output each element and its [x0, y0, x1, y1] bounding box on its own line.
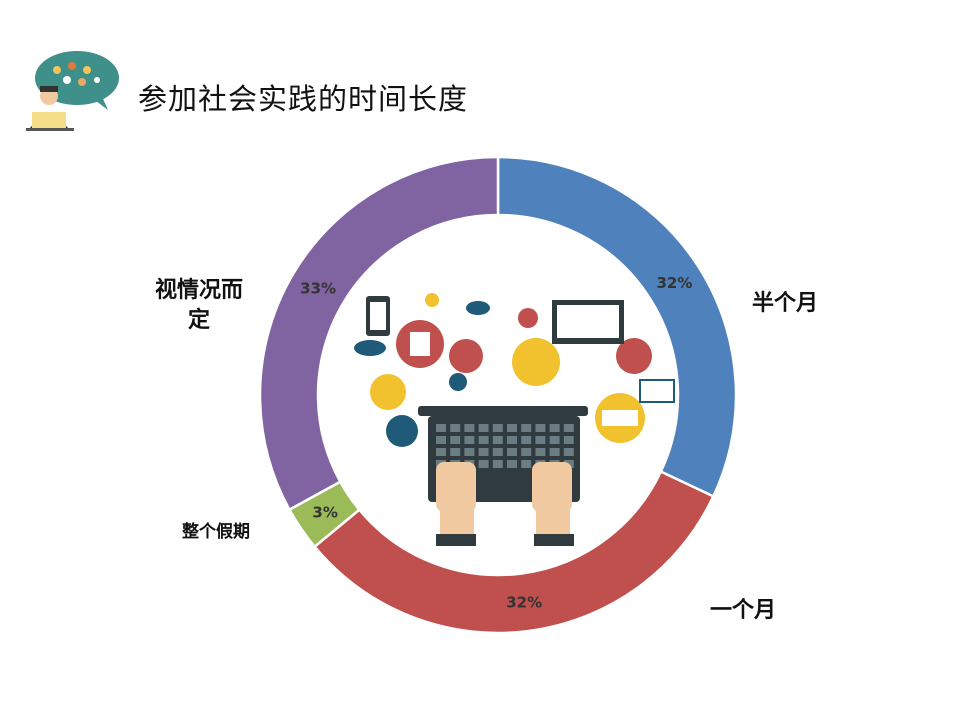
data-label: 32% [506, 593, 542, 611]
category-label-one-month: 一个月 [710, 597, 777, 623]
keyboard-key [478, 460, 489, 468]
data-label: 32% [657, 274, 693, 292]
keyboard-key [507, 424, 517, 432]
keyboard-key [436, 436, 446, 444]
keyboard-key [521, 424, 532, 432]
laptop-hands-icon [354, 293, 675, 546]
keyboard-key [492, 448, 503, 456]
keyboard-key [478, 448, 489, 456]
category-label-whole-vacation: 整个假期 [182, 522, 250, 542]
donut-segment [258, 155, 500, 512]
keyboard-key [521, 460, 532, 468]
donut-segment [496, 155, 738, 498]
keyboard-key [478, 424, 489, 432]
keyboard-key [450, 424, 461, 432]
keyboard-key [563, 448, 574, 456]
keyboard-key [549, 448, 560, 456]
data-label: 3% [312, 503, 337, 521]
presenter-icon [26, 51, 119, 131]
slide-title: 参加社会实践的时间长度 [138, 82, 469, 116]
keyboard-key [563, 436, 574, 444]
keyboard-key [521, 448, 532, 456]
keyboard-key [478, 436, 489, 444]
keyboard-key [492, 424, 503, 432]
keyboard-key [535, 448, 546, 456]
keyboard-key [507, 436, 517, 444]
keyboard-key [450, 448, 461, 456]
keyboard-key [507, 448, 517, 456]
keyboard-key [549, 424, 560, 432]
keyboard-key [507, 460, 517, 468]
keyboard-key [464, 448, 475, 456]
keyboard-key [492, 460, 503, 468]
keyboard-key [464, 436, 475, 444]
keyboard-key [549, 436, 560, 444]
keyboard-key [492, 436, 503, 444]
category-label-half-month: 半个月 [752, 290, 819, 316]
keyboard-key [436, 424, 446, 432]
data-label: 33% [300, 280, 336, 298]
keyboard-key [535, 424, 546, 432]
keyboard-key [464, 424, 475, 432]
category-label-depends: 视情况而定 [155, 277, 244, 333]
donut-segment [312, 469, 716, 635]
keyboard-key [450, 436, 461, 444]
keyboard-key [436, 448, 446, 456]
keyboard-key [535, 436, 546, 444]
keyboard-key [563, 424, 574, 432]
keyboard-key [521, 436, 532, 444]
